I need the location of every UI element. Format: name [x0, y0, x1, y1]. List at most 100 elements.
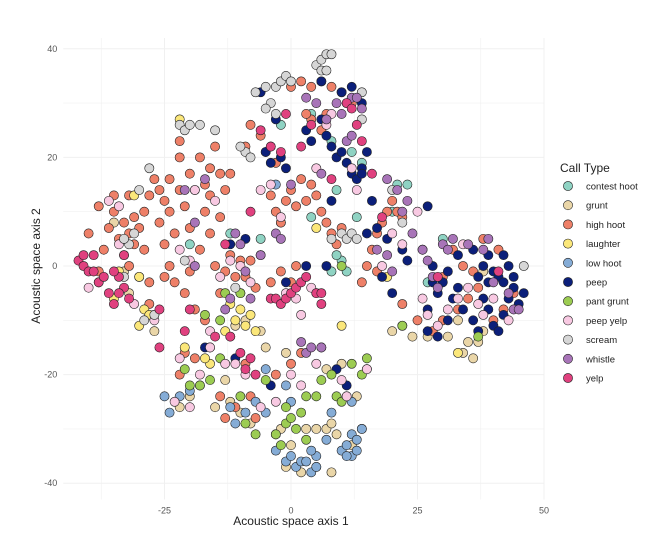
data-point — [346, 147, 357, 157]
data-point — [184, 380, 195, 391]
data-point — [306, 445, 317, 456]
data-point — [296, 407, 307, 418]
data-point — [159, 195, 170, 206]
data-point — [225, 293, 236, 304]
data-point — [356, 423, 367, 434]
data-point — [270, 369, 281, 380]
data-point — [361, 353, 372, 364]
data-point — [463, 337, 473, 347]
data-point — [235, 391, 246, 402]
data-point — [230, 282, 241, 293]
data-point — [255, 402, 266, 413]
data-point — [240, 407, 251, 418]
data-point — [103, 223, 114, 233]
data-point — [458, 304, 468, 315]
data-point — [351, 119, 362, 130]
data-point — [205, 342, 215, 353]
data-point — [169, 396, 180, 407]
data-point — [503, 261, 514, 271]
data-point — [260, 342, 271, 353]
data-point — [306, 179, 317, 190]
data-point — [336, 147, 347, 157]
data-point — [195, 369, 205, 380]
data-point — [392, 185, 403, 195]
data-point — [154, 342, 165, 353]
data-point — [195, 119, 205, 130]
legend-label: high hoot — [586, 220, 625, 231]
data-point — [235, 347, 246, 358]
legend-label: pant grunt — [586, 297, 629, 308]
data-point — [341, 440, 352, 451]
y-tick-label: 20 — [47, 152, 57, 162]
data-point — [93, 201, 104, 212]
data-point — [306, 212, 317, 223]
data-point — [245, 293, 256, 304]
data-point — [179, 255, 190, 266]
data-point — [326, 369, 337, 380]
data-point — [159, 271, 170, 282]
data-point — [301, 434, 312, 445]
data-point — [245, 309, 256, 320]
data-point — [144, 277, 155, 288]
data-point — [346, 163, 357, 174]
data-point — [422, 326, 433, 337]
data-point — [235, 304, 246, 315]
data-point — [478, 309, 489, 320]
legend-label: laughter — [586, 239, 620, 250]
data-point — [397, 217, 408, 228]
legend-key — [563, 353, 573, 364]
data-point — [286, 440, 296, 451]
data-point — [250, 413, 261, 423]
legend-label: whistle — [585, 354, 615, 365]
data-point — [255, 250, 266, 261]
data-point — [356, 103, 367, 114]
data-point — [174, 353, 185, 364]
data-point — [230, 228, 241, 239]
data-point — [331, 185, 342, 195]
data-point — [442, 304, 453, 315]
data-point — [129, 228, 140, 239]
data-point — [458, 261, 468, 271]
data-point — [498, 277, 509, 288]
data-point — [463, 293, 473, 304]
data-point — [144, 163, 155, 174]
data-point — [341, 391, 352, 402]
data-point — [518, 288, 529, 299]
data-point — [286, 413, 296, 423]
data-point — [235, 239, 246, 250]
data-point — [103, 288, 114, 299]
data-point — [498, 250, 509, 261]
data-point — [473, 282, 484, 293]
data-point — [321, 434, 332, 445]
data-point — [265, 157, 276, 168]
data-point — [159, 391, 170, 402]
data-point — [230, 271, 241, 282]
series-whistle — [179, 92, 524, 358]
y-tick-label: -40 — [44, 478, 57, 488]
data-point — [397, 206, 408, 217]
data-point — [184, 168, 195, 179]
legend: Call Type contest hoot grunt high hoot laug… — [560, 161, 638, 385]
data-point — [372, 244, 382, 255]
data-point — [301, 423, 312, 434]
data-point — [387, 326, 398, 337]
legend-title: Call Type — [560, 161, 610, 175]
data-point — [240, 266, 251, 277]
data-point — [341, 451, 352, 461]
data-point — [210, 261, 220, 271]
data-point — [78, 250, 89, 261]
data-point — [382, 174, 393, 185]
data-point — [215, 315, 226, 326]
data-point — [316, 76, 327, 87]
data-point — [321, 217, 332, 228]
data-point — [98, 271, 109, 282]
data-point — [442, 244, 453, 255]
data-point — [250, 429, 261, 440]
legend-key — [563, 315, 573, 326]
data-point — [245, 119, 256, 130]
data-point — [473, 331, 484, 342]
data-point — [240, 320, 251, 331]
data-point — [189, 217, 200, 228]
data-point — [346, 130, 357, 141]
data-point — [286, 179, 296, 190]
